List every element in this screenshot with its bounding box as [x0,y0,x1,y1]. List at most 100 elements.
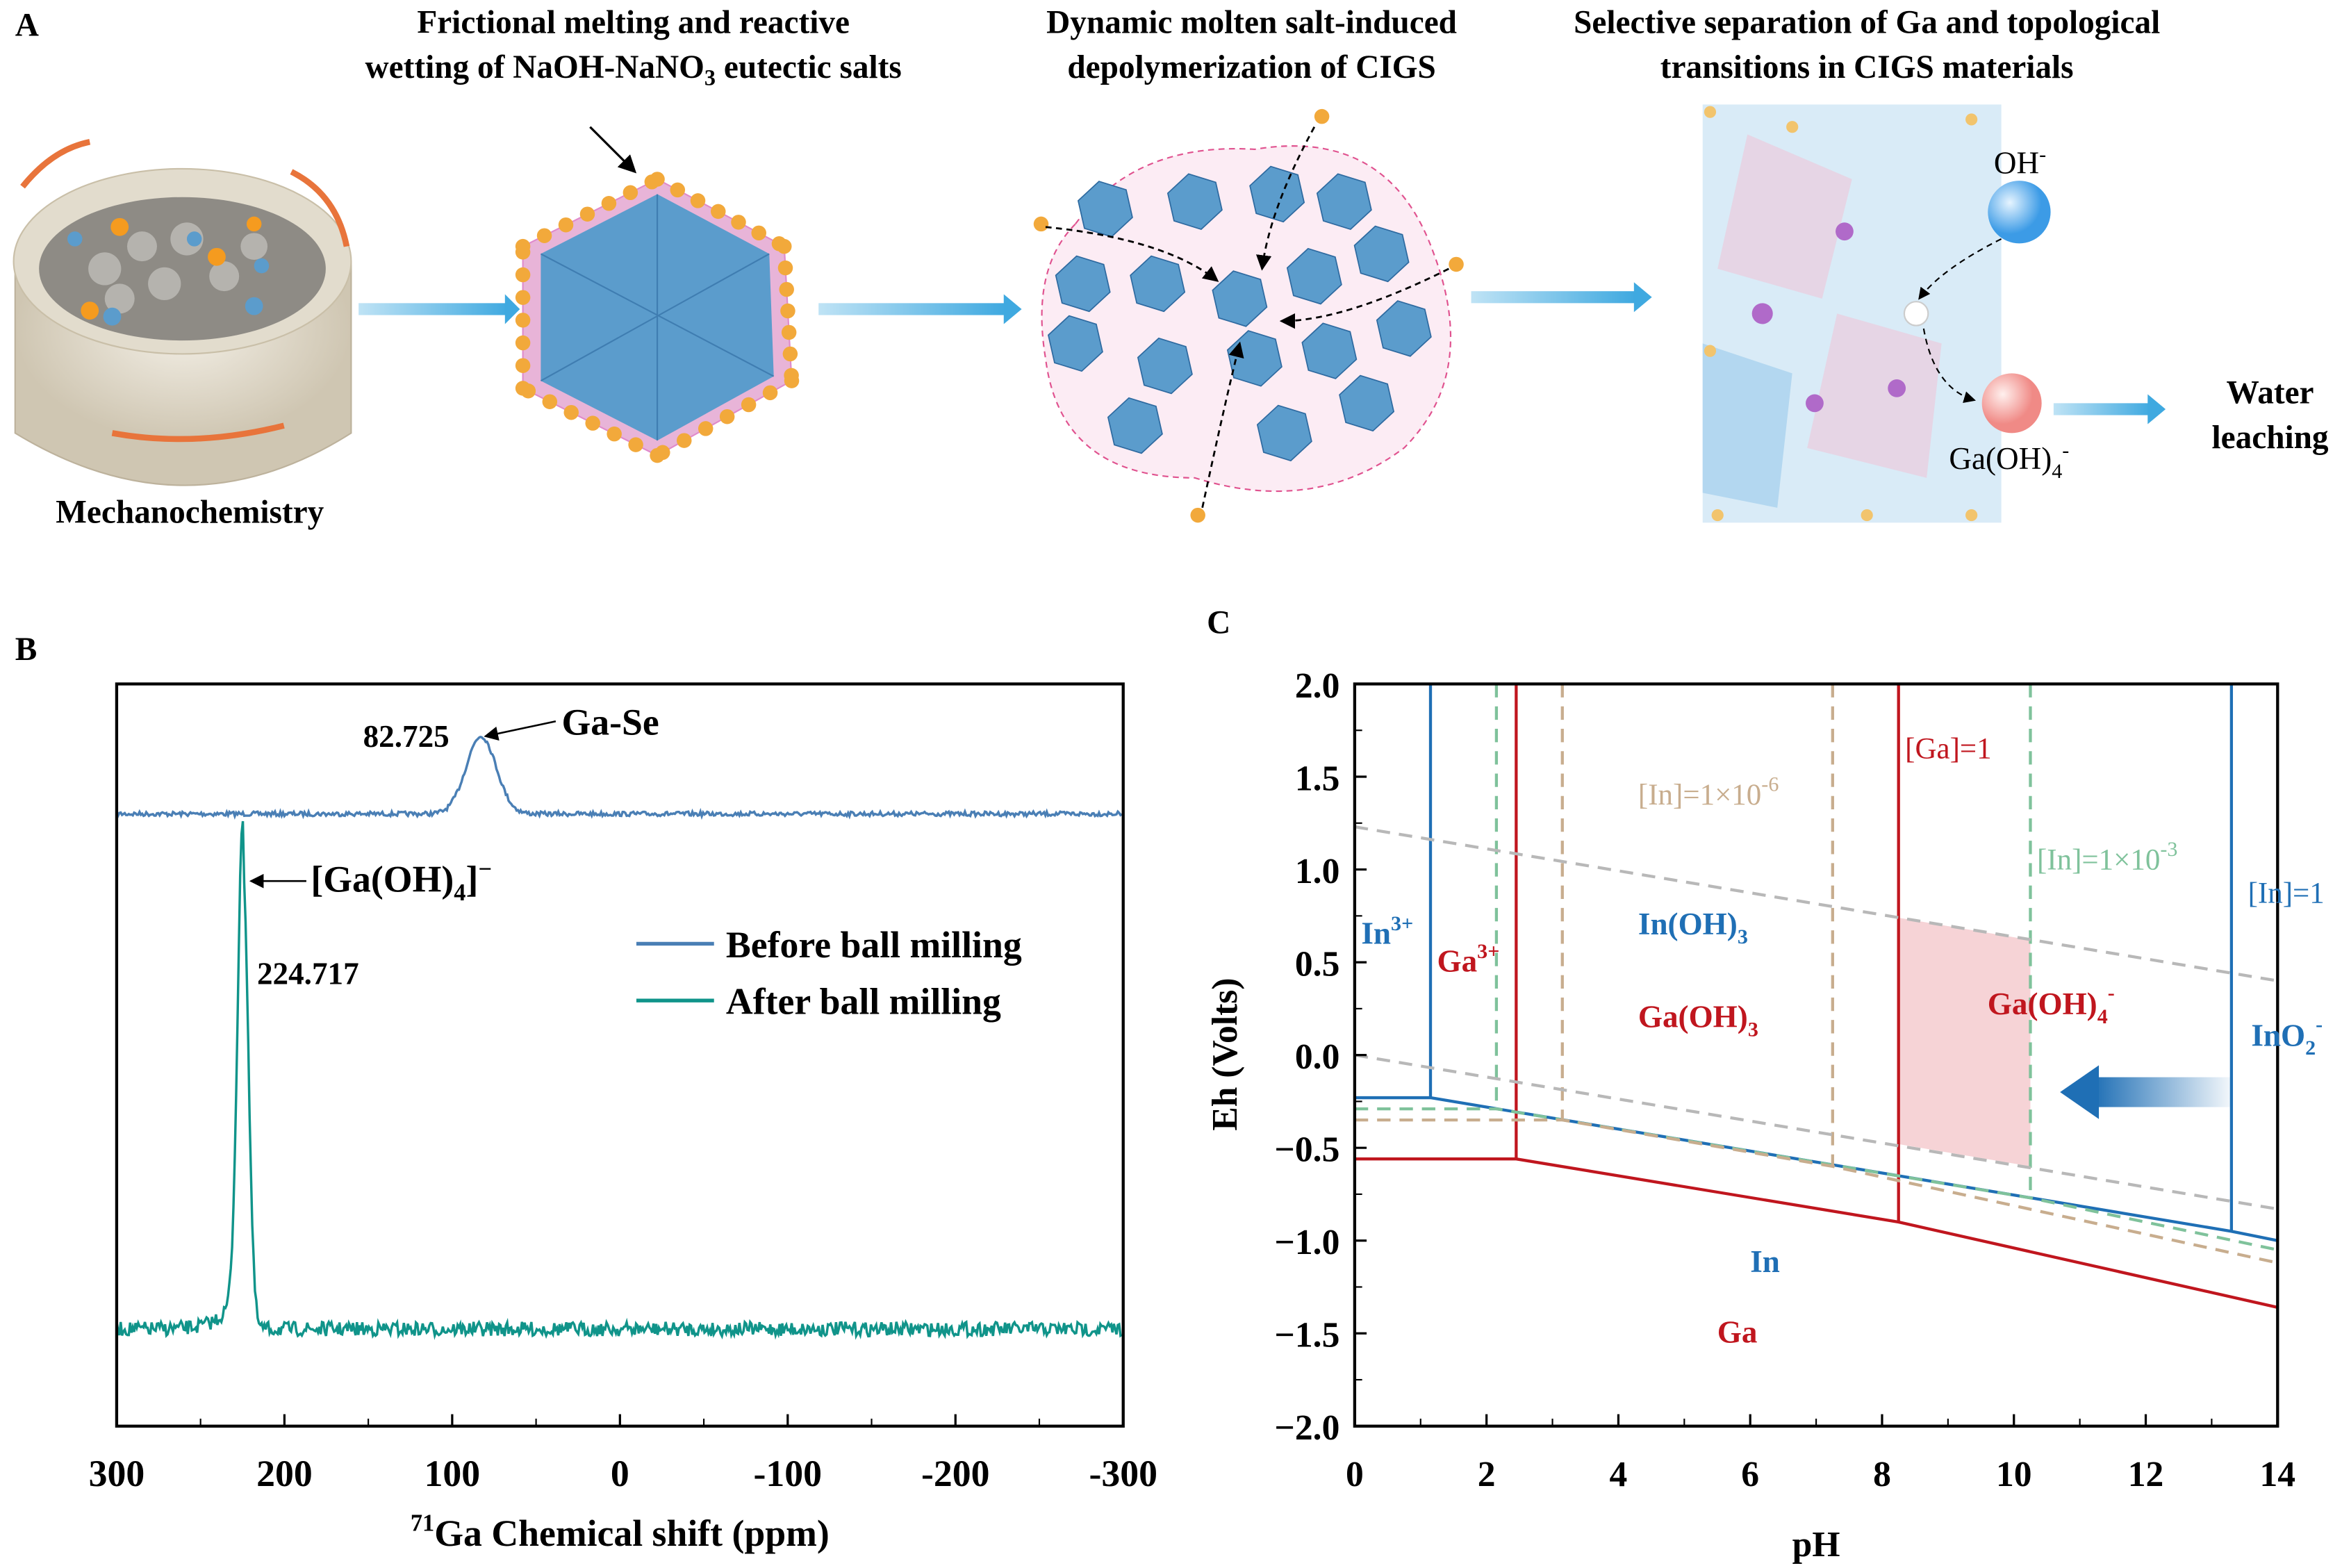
rotation-arrow-icon [111,422,285,443]
panel-a-label: A [15,8,39,44]
mechanochemistry-caption: Mechanochemistry [56,494,324,530]
hydroxide-ion-icon [1988,181,2051,244]
panel-c: C 0 2 4 6 8 10 12 14 2.0 1.5 1.0 0.5 0.0 −0.5 −1.0 −1.5… [1205,604,2325,1564]
annotation-ga-se: Ga-Se [561,702,659,743]
water-leaching-line1: Water [2227,374,2314,411]
y-tick-label: −2.0 [1275,1408,1340,1448]
oh-label: OH- [1994,142,2046,180]
rotation-arrow-icon [290,169,350,247]
x-tick-label: -200 [921,1453,989,1494]
region-label: [In]=1 [2248,877,2325,910]
flow-arrow-icon [2053,403,2151,415]
crystal-fragment-icon [1212,270,1268,327]
step2-title-line2: wetting of NaOH-NaNO3 eutectic salts [365,49,902,90]
flow-arrow-icon [1471,291,1636,304]
panel-b-label: B [15,632,38,668]
peak-label-before: 82.725 [363,719,450,754]
panel-c-axes-frame [1353,682,2279,1428]
water-leaching-line2: leaching [2212,420,2329,456]
panel-b: B 300 200 100 0 -100 -200 -300 71Ga Chemical s… [15,632,1157,1554]
region-label: Ga [1717,1315,1758,1350]
x-tick-label: 10 [1996,1455,2032,1494]
annotation-gaoh4: [Ga(OH)4]− [311,856,492,906]
y-tick-label: 0.0 [1295,1037,1339,1077]
salt-wetted-crystal-illustration [515,126,800,463]
x-tick-label: 6 [1741,1455,1759,1494]
panel-c-x-axis-label: pH [1792,1525,1840,1565]
x-tick-label: 100 [424,1453,481,1494]
x-tick-label: 4 [1610,1455,1628,1494]
legend-after: After ball milling [726,981,1001,1023]
x-tick-label: 2 [1478,1455,1496,1494]
x-tick-label: 0 [1346,1455,1364,1494]
panel-c-label: C [1207,604,1230,641]
y-tick-label: −1.5 [1275,1316,1340,1355]
crystal-fragment-icon [1055,255,1111,313]
region-label: [In]=1×10-6 [1638,773,1779,811]
region-label: In3+ [1361,911,1413,950]
panel-b-legend: Before ball milling After ball milling [636,924,1022,1023]
boundary-line-in-1e-6 [1354,1118,2278,1264]
region-label: In [1750,1244,1780,1279]
crystal-fragment-icon [1107,397,1163,454]
crystal-fragment-icon [1137,337,1193,395]
step4-title-line1: Selective separation of Ga and topologic… [1574,4,2160,40]
crystal-fragment-icon [1047,315,1103,372]
gallate-ion-icon [1981,373,2042,434]
crystal-fragment-icon [1376,300,1432,357]
step3-title-line2: depolymerization of CIGS [1067,49,1435,85]
x-tick-label: 12 [2128,1455,2164,1494]
x-tick-label: 300 [89,1453,145,1494]
x-tick-label: 8 [1873,1455,1891,1494]
series-line-before [115,735,1123,820]
boundary-line-ga-1 [1354,1157,2278,1309]
step2-title-line1: Frictional melting and reactive [417,4,850,40]
shift-arrowhead-icon [2060,1065,2100,1119]
region-label: [In]=1×10-3 [2037,837,2177,876]
shift-arrow-icon [2093,1077,2232,1107]
flow-arrow-icon [358,303,509,315]
depolymerization-illustration [1033,108,1464,523]
crystal-fragment-icon [1166,173,1223,230]
crystal-fragment-icon [1130,255,1186,313]
pourbaix-plot-area [1354,684,2278,1309]
y-tick-label: −1.0 [1275,1223,1340,1262]
step4-title-line2: transitions in CIGS materials [1660,49,2074,85]
shaded-gaoh4-region [1898,918,2031,1166]
nmr-plot-area [115,735,1123,1340]
y-tick-label: 1.0 [1295,852,1339,891]
series-line-after [115,820,1123,1340]
flow-arrow-icon [818,303,1005,315]
region-label: Ga3+ [1437,939,1499,978]
panel-b-x-axis-label: 71Ga Chemical shift (ppm) [411,1510,830,1553]
region-label: [Ga]=1 [1905,732,1991,765]
crystal-fragment-icon [1249,165,1305,223]
gaoh4-label: Ga(OH)4- [1949,438,2069,483]
crystal-structure-illustration [1702,104,2051,523]
x-tick-label: 0 [611,1453,629,1494]
panel-a: A Mechanochemistry Frictional melting an… [13,4,2329,530]
y-tick-label: 2.0 [1295,666,1339,706]
peak-label-after: 224.717 [257,957,359,991]
region-label: Ga(OH)4- [1988,980,2115,1028]
crystal-fragment-icon [1339,374,1395,432]
x-tick-label: 200 [256,1453,313,1494]
crystal-fragment-icon [1286,247,1342,305]
y-tick-label: 1.5 [1295,759,1339,798]
x-tick-label: 14 [2260,1455,2296,1494]
region-label: InO2- [2251,1012,2323,1059]
crystal-fragment-icon [1301,322,1358,379]
region-label: Ga(OH)3 [1638,1000,1758,1041]
crystal-fragment-icon [1256,404,1312,462]
legend-before: Before ball milling [726,924,1022,966]
y-tick-label: 0.5 [1295,944,1339,984]
panel-b-axes-frame [115,682,1125,1428]
ball-mill-illustration [13,138,352,486]
x-tick-label: -300 [1089,1453,1157,1494]
crystal-fragment-icon [1353,225,1410,283]
rotation-arrow-icon [20,138,91,189]
x-tick-label: -100 [754,1453,822,1494]
panel-c-y-axis-label: Eh (Volts) [1205,977,1245,1130]
boundary-line-in-1e-3 [1354,1107,2278,1252]
